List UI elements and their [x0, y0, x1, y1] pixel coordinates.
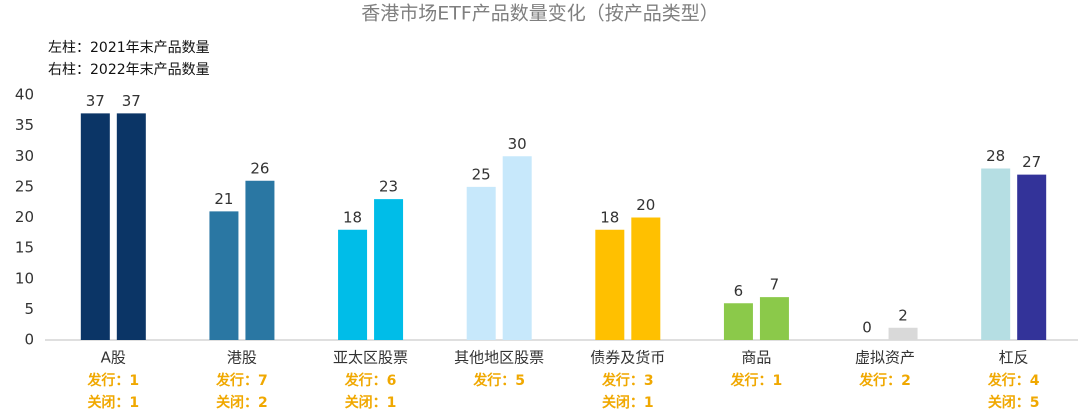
y-tick-label: 5: [24, 300, 34, 318]
legend-entry: 左柱：2021年末产品数量: [48, 40, 210, 56]
value-label: 18: [600, 208, 619, 226]
value-label: 6: [734, 282, 744, 300]
note: 关闭：5: [988, 394, 1040, 411]
bar: [631, 217, 661, 340]
value-label: 26: [250, 159, 269, 177]
x-tick-label: 亚太区股票: [333, 349, 408, 367]
note: 发行：3: [601, 372, 654, 389]
bar: [759, 297, 789, 340]
value-label: 27: [1022, 153, 1041, 171]
x-tick-label: 杠反: [999, 349, 1029, 367]
note: 关闭：1: [602, 394, 654, 411]
legend-entry: 右柱：2022年末产品数量: [48, 62, 210, 78]
bar: [466, 186, 496, 340]
value-label: 23: [379, 178, 398, 196]
note: 发行：4: [987, 372, 1040, 389]
value-label: 37: [86, 92, 105, 110]
note: 发行：1: [86, 372, 139, 389]
bar: [80, 113, 110, 340]
y-tick-label: 20: [15, 208, 34, 226]
y-tick-label: 35: [15, 116, 34, 134]
x-tick-label: 港股: [227, 349, 257, 367]
value-label: 21: [214, 190, 233, 208]
note: 发行：7: [215, 372, 268, 389]
x-tick-label: 其他地区股票: [454, 349, 544, 367]
bar: [374, 199, 404, 340]
bar: [1017, 174, 1047, 340]
bar: [116, 113, 146, 340]
note: 关闭：1: [87, 394, 139, 411]
y-tick-label: 25: [15, 177, 34, 195]
x-tick-label: A股: [101, 349, 126, 367]
bar: [981, 168, 1011, 340]
bar: [245, 180, 275, 340]
x-tick-label: 债券及货币: [590, 349, 665, 367]
x-tick-label: 虚拟资产: [855, 349, 915, 367]
note: 发行：1: [730, 372, 783, 389]
bar: [209, 211, 239, 340]
value-label: 20: [636, 196, 655, 214]
note: 发行：2: [858, 372, 911, 389]
note: 关闭：2: [216, 394, 268, 411]
y-tick-label: 30: [15, 147, 34, 165]
value-label: 0: [862, 319, 872, 337]
x-tick-label: 商品: [741, 349, 771, 367]
bar: [595, 229, 625, 340]
value-label: 30: [508, 135, 527, 153]
bar: [338, 229, 368, 340]
bar: [723, 303, 753, 340]
y-tick-label: 15: [15, 239, 34, 257]
note: 发行：6: [344, 372, 397, 389]
value-label: 18: [343, 208, 362, 226]
y-tick-label: 40: [15, 86, 34, 104]
value-label: 7: [770, 276, 780, 294]
value-label: 28: [986, 147, 1005, 165]
note: 发行：5: [472, 372, 525, 389]
chart-title: 香港市场ETF产品数量变化（按产品类型）: [361, 3, 719, 25]
y-tick-label: 0: [24, 331, 34, 349]
value-label: 37: [122, 92, 141, 110]
value-label: 25: [472, 165, 491, 183]
note: 关闭：1: [345, 394, 397, 411]
y-tick-label: 10: [15, 269, 34, 287]
bar: [502, 156, 532, 340]
bar: [888, 327, 918, 340]
value-label: 2: [898, 306, 908, 324]
